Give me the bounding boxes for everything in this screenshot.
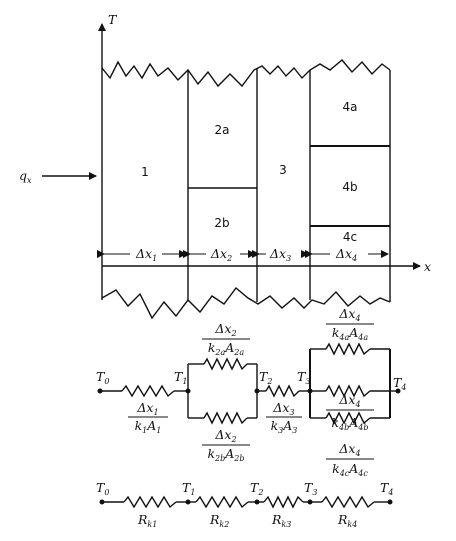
- node-t0: [97, 388, 103, 394]
- layer-4a-label: 4a: [343, 100, 358, 114]
- svg-text:Δx1: Δx1: [136, 400, 158, 417]
- t-axis-label: T: [108, 12, 118, 27]
- label-t3-simple: T3: [304, 480, 317, 497]
- thermal-circuit-detailed: T0 T1 T2 T3 T4 Δx1 k1A1 Δx2 k2aA2a Δx2 k…: [96, 306, 406, 478]
- fraction-r1: Δx1 k1A1: [128, 400, 168, 435]
- svg-text:k4bA4b: k4bA4b: [331, 415, 368, 432]
- dimension-dx4: Δx4: [305, 246, 389, 263]
- label-rk2: Rk2: [209, 512, 229, 529]
- fraction-r3: Δx3 k3A3: [266, 400, 302, 435]
- resistor-r4b: [325, 384, 371, 398]
- svg-text:k2aA2a: k2aA2a: [208, 340, 245, 357]
- fraction-r4b: Δx4 k4bA4b: [326, 392, 374, 432]
- fraction-r4a: Δx4 k4aA4a: [326, 306, 374, 342]
- svg-text:k3A3: k3A3: [271, 418, 298, 435]
- svg-text:Δx2: Δx2: [214, 321, 236, 338]
- resistor-r2b: [203, 411, 248, 425]
- svg-text:Δx4: Δx4: [338, 306, 360, 323]
- svg-text:Δx2: Δx2: [214, 427, 236, 444]
- dx1-label: Δx1: [135, 246, 157, 263]
- wall-top-break: [101, 59, 391, 88]
- label-t0-simple: T0: [96, 480, 109, 497]
- resistor-r4a: [325, 342, 371, 356]
- dimension-dx1: Δx1: [97, 246, 187, 263]
- svg-text:k2bA2b: k2bA2b: [207, 446, 244, 463]
- dx4-label: Δx4: [335, 246, 357, 263]
- thermal-circuit-simplified: T0 T1 T2 T3 T4 Rk1 Rk2 Rk3 Rk4: [96, 480, 393, 529]
- node-t0-simple: [99, 499, 105, 505]
- node-t1: [185, 388, 191, 394]
- fraction-r4c: Δx4 k4cA4c: [326, 441, 374, 478]
- label-t3: T3: [297, 369, 310, 386]
- resistor-r2a: [203, 357, 248, 371]
- node-t3-simple: [307, 499, 313, 505]
- dx2-label: Δx2: [210, 246, 232, 263]
- label-rk4: Rk4: [337, 512, 357, 529]
- dimension-dx2: Δx2: [183, 246, 256, 263]
- svg-text:k4cA4c: k4cA4c: [332, 461, 368, 478]
- layer-4b-label: 4b: [342, 180, 357, 194]
- wall-section: T x 1 2a 2b 3 4a 4b 4c qx Δx1: [19, 12, 431, 320]
- label-t2-simple: T2: [250, 480, 263, 497]
- label-t2: T2: [259, 369, 272, 386]
- node-t2: [254, 388, 260, 394]
- resistor-r3: [265, 384, 300, 398]
- layer-1-label: 1: [141, 165, 149, 179]
- resistor-rk2: [195, 495, 249, 509]
- layer-3-label: 3: [279, 163, 287, 177]
- dx3-label: Δx3: [269, 246, 291, 263]
- svg-text:Δx4: Δx4: [338, 392, 360, 409]
- label-t4-simple: T4: [380, 480, 393, 497]
- heat-flux-label: qx: [19, 168, 32, 185]
- resistor-rk1: [123, 495, 177, 509]
- svg-text:k4aA4a: k4aA4a: [332, 325, 369, 342]
- node-t1-simple: [185, 499, 191, 505]
- resistor-rk4: [321, 495, 375, 509]
- node-t2-simple: [254, 499, 260, 505]
- label-rk3: Rk3: [271, 512, 291, 529]
- svg-text:k1A1: k1A1: [135, 418, 162, 435]
- label-rk1: Rk1: [137, 512, 157, 529]
- node-t4: [395, 388, 401, 394]
- resistor-rk3: [263, 495, 304, 509]
- x-axis-label: x: [424, 259, 431, 274]
- node-t3: [307, 388, 313, 394]
- svg-text:Δx3: Δx3: [272, 400, 294, 417]
- layer-4c-label: 4c: [343, 230, 357, 244]
- label-t1: T1: [174, 369, 187, 386]
- label-t1-simple: T1: [182, 480, 195, 497]
- wall-bottom-break: [101, 286, 391, 320]
- fraction-r2a: Δx2 k2aA2a: [202, 321, 250, 357]
- label-t0: T0: [96, 369, 109, 386]
- svg-text:Δx4: Δx4: [338, 441, 360, 458]
- label-t4: T4: [393, 375, 406, 392]
- resistor-r1: [121, 384, 175, 398]
- node-t4-simple: [387, 499, 393, 505]
- layer-2b-label: 2b: [214, 216, 229, 230]
- layer-2a-label: 2a: [215, 123, 230, 137]
- fraction-r2b: Δx2 k2bA2b: [202, 427, 250, 463]
- dimension-dx3: Δx3: [252, 246, 309, 263]
- resistor-r4c: [325, 411, 371, 425]
